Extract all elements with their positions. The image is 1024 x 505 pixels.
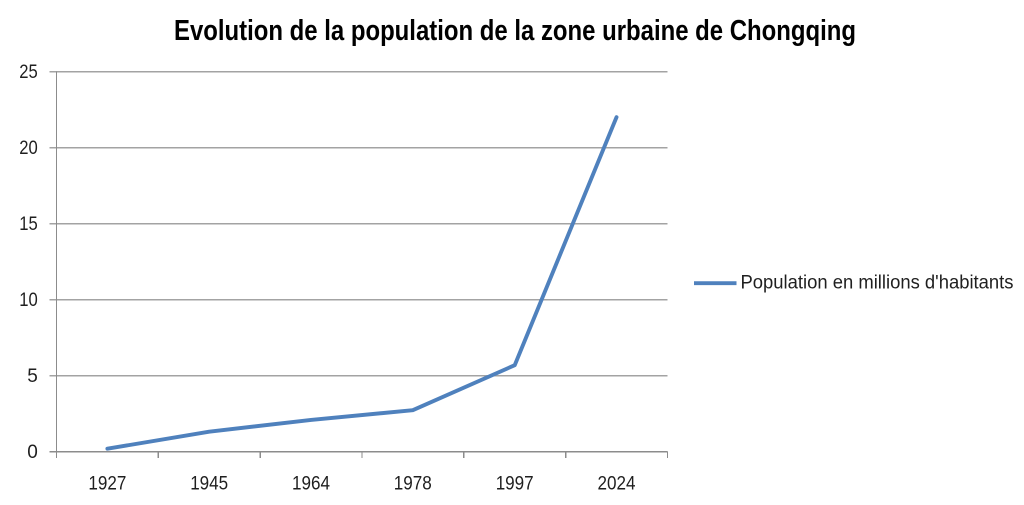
svg-text:1978: 1978	[394, 473, 432, 494]
svg-text:1945: 1945	[190, 473, 228, 494]
svg-text:20: 20	[19, 138, 38, 159]
svg-text:1927: 1927	[88, 473, 126, 494]
svg-text:25: 25	[19, 62, 38, 83]
svg-text:1997: 1997	[496, 473, 534, 494]
svg-text:2024: 2024	[598, 473, 636, 494]
svg-text:15: 15	[19, 214, 38, 235]
svg-text:0: 0	[27, 442, 38, 463]
svg-text:5: 5	[27, 366, 38, 387]
svg-text:10: 10	[19, 290, 38, 311]
svg-text:1964: 1964	[292, 473, 330, 494]
svg-text:Population en millions d'habit: Population en millions d'habitants	[741, 273, 1014, 294]
svg-text:Evolution de la population de: Evolution de la population de la zone ur…	[174, 15, 856, 47]
